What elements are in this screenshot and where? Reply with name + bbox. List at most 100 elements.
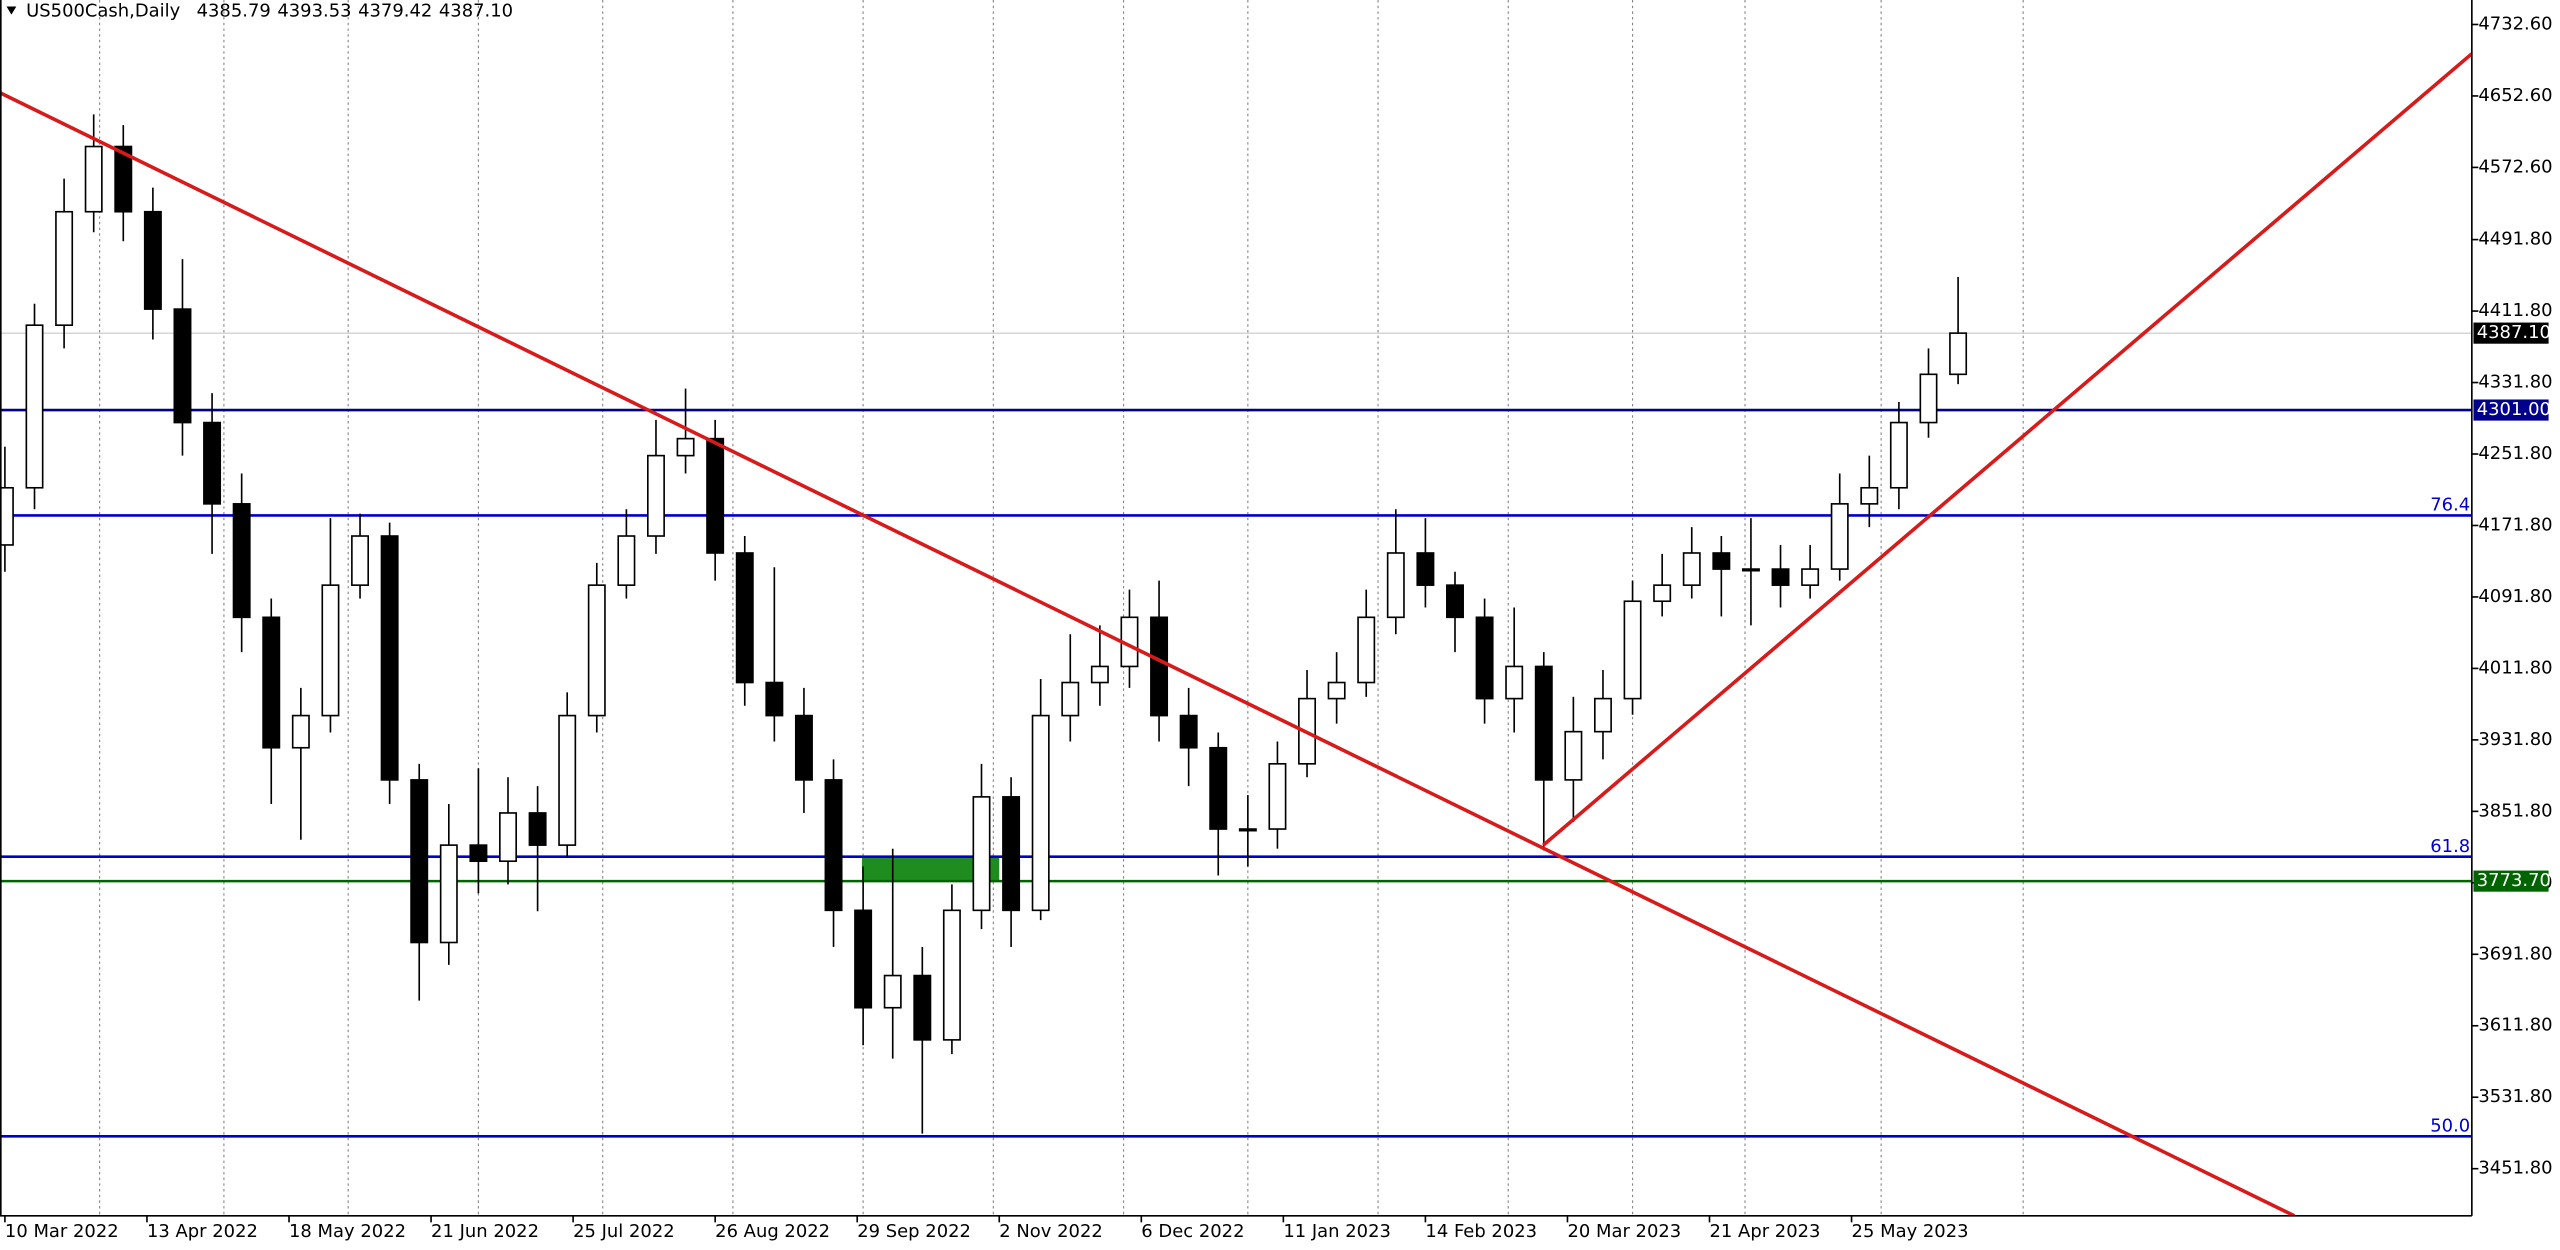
candle-body: [1268, 763, 1287, 830]
candle-body: [854, 909, 873, 1009]
ohlc-value: 4387.10: [439, 0, 513, 21]
menu-arrow[interactable]: [6, 6, 17, 15]
candle-body: [0, 486, 14, 546]
y-tick-label: 4011.80: [2478, 657, 2552, 678]
candle-body: [1949, 332, 1968, 376]
candle-body: [617, 535, 636, 586]
candle-body: [706, 437, 725, 554]
candle-body: [410, 779, 429, 944]
level-box: [2473, 399, 2549, 421]
x-tick-label: 29 Sep 2022: [857, 1221, 971, 1242]
candle-body: [1682, 552, 1701, 586]
y-tick-label: 4732.60: [2478, 14, 2552, 35]
candle-body: [528, 812, 547, 846]
candle-body: [1090, 665, 1109, 684]
candle-body: [1712, 552, 1731, 570]
candle-body: [203, 421, 222, 505]
candle-body: [439, 844, 458, 944]
y-tick-label: 4652.60: [2478, 85, 2552, 106]
candle-body: [913, 974, 932, 1041]
level-label: 76.4: [2430, 495, 2470, 516]
ohlc-info: 4385.79 4393.53 4379.42 4387.10: [197, 0, 513, 21]
level-label: 50.0: [2430, 1116, 2470, 1137]
plot-layer: [0, 52, 2472, 1216]
candle-body: [84, 145, 103, 213]
level-box: [2473, 870, 2549, 892]
y-tick-label: 3851.80: [2478, 800, 2552, 821]
candle-body: [1830, 503, 1849, 570]
candle-body: [794, 714, 813, 781]
candle-body: [558, 714, 577, 846]
y-tick-label: 4491.80: [2478, 229, 2552, 250]
x-tick-label: 13 Apr 2022: [147, 1221, 258, 1242]
candle-body: [499, 812, 517, 863]
candle-body: [1238, 828, 1257, 832]
candle-body: [883, 974, 902, 1009]
candle-body: [469, 844, 488, 863]
y-tick-label: 3691.80: [2478, 943, 2552, 964]
candle-body: [1889, 421, 1908, 489]
candle-body: [1741, 568, 1760, 572]
x-tick-label: 14 Feb 2023: [1425, 1221, 1537, 1242]
candle-body: [1919, 373, 1938, 424]
y-tick-label: 4251.80: [2478, 443, 2552, 464]
candle-body: [1564, 730, 1583, 781]
x-tick-label: 25 May 2023: [1852, 1221, 1969, 1242]
candle-body: [646, 454, 665, 537]
axis-layer: 4732.60 4652.60 4572.60 4491.80 4411.80 4331.…: [4, 14, 2553, 1242]
candle-body: [114, 145, 133, 213]
candle-body: [1150, 616, 1169, 717]
x-tick-label: 25 Jul 2022: [573, 1221, 675, 1242]
candle-body: [1771, 568, 1790, 586]
candle-body: [1475, 616, 1494, 700]
candle-body: [262, 616, 281, 749]
candle-body: [55, 210, 74, 326]
trendline: [1542, 52, 2472, 847]
candle-body: [765, 681, 784, 717]
candle-body: [232, 503, 251, 619]
x-tick-label: 21 Apr 2023: [1710, 1221, 1821, 1242]
ohlc-value: 4393.53: [277, 0, 351, 21]
y-tick-label: 3531.80: [2478, 1086, 2552, 1107]
candle-body: [291, 714, 310, 749]
candle-body: [143, 210, 162, 310]
x-tick-label: 18 May 2022: [289, 1221, 406, 1242]
candle-body: [1593, 697, 1612, 733]
candle-body: [1505, 665, 1524, 700]
y-tick-label: 3611.80: [2478, 1015, 2552, 1036]
candle-body: [1801, 568, 1820, 586]
x-tick-label: 6 Dec 2022: [1141, 1221, 1244, 1242]
candle-body: [1386, 552, 1405, 619]
y-tick-label: 3451.80: [2478, 1158, 2552, 1179]
candle-body: [1416, 552, 1435, 586]
candle-body: [173, 308, 192, 424]
y-tick-label: 4171.80: [2478, 514, 2552, 535]
current-price-box: [2473, 322, 2549, 344]
y-tick-label: 4572.60: [2478, 156, 2552, 177]
candle-body: [942, 909, 961, 1041]
trendline: [0, 91, 2296, 1216]
current-price-label: 4387.10: [2477, 322, 2551, 343]
candle-body: [321, 584, 340, 717]
y-tick-label: 4411.80: [2478, 300, 2552, 321]
candle-body: [587, 584, 606, 717]
candle-body: [1209, 746, 1228, 830]
x-tick-label: 10 Mar 2022: [5, 1221, 119, 1242]
x-tick-label: 26 Aug 2022: [715, 1221, 830, 1242]
candle-body: [1446, 584, 1464, 619]
candle-body: [1534, 665, 1553, 781]
ohlc-value: 4385.79: [197, 0, 271, 21]
level-label: 61.8: [2430, 836, 2470, 857]
x-tick-label: 2 Nov 2022: [999, 1221, 1103, 1242]
candle-body: [972, 796, 991, 912]
x-tick-label: 21 Jun 2022: [431, 1221, 539, 1242]
level-label: 4301.00: [2477, 399, 2551, 420]
candle-body: [1031, 714, 1050, 912]
level-label: 3773.70: [2477, 870, 2551, 891]
ohlc-value: 4379.42: [358, 0, 432, 21]
candle-body: [1327, 681, 1346, 700]
y-tick-label: 3931.80: [2478, 729, 2552, 750]
